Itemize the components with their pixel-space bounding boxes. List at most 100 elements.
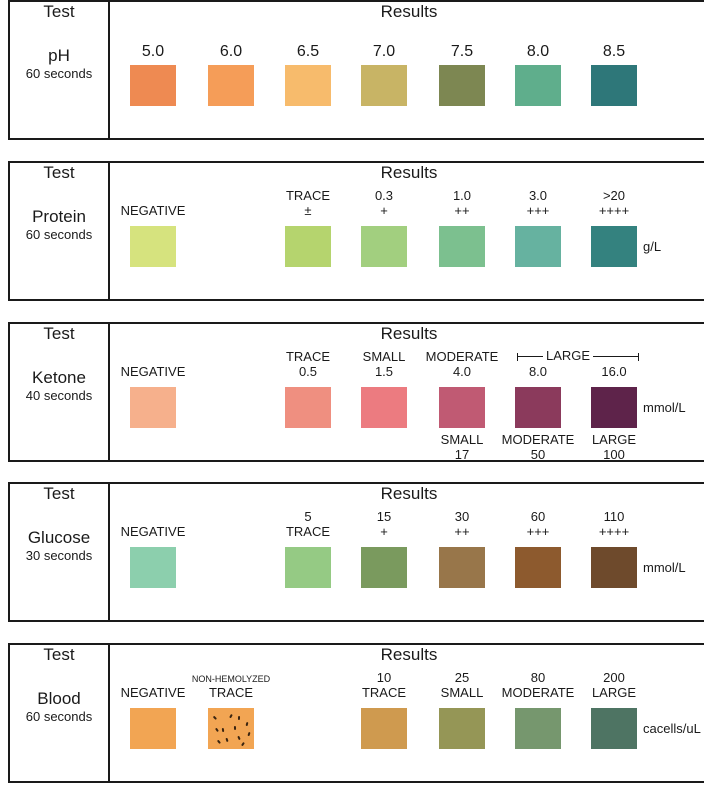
swatch-label: 7.5 bbox=[450, 43, 474, 60]
swatch-sub-label: 17 bbox=[454, 447, 470, 462]
hemolysis-speck bbox=[233, 725, 236, 731]
results-column-header: Results bbox=[380, 324, 438, 343]
panel-divider bbox=[108, 2, 110, 138]
color-swatch bbox=[515, 226, 561, 267]
test-column-header: Test bbox=[43, 324, 75, 343]
swatch-label: 200 bbox=[603, 670, 625, 685]
color-swatch bbox=[591, 708, 637, 749]
color-swatch bbox=[361, 226, 407, 267]
swatch-label: ++++ bbox=[598, 524, 630, 539]
test-column-header: Test bbox=[43, 2, 75, 21]
test-column-header: Test bbox=[43, 645, 75, 664]
hemolysis-speck bbox=[237, 735, 241, 741]
large-range-bracket: LARGE bbox=[517, 348, 639, 363]
color-swatch bbox=[515, 65, 561, 106]
swatch-label: 7.0 bbox=[372, 43, 396, 60]
hemolysis-speck bbox=[241, 741, 245, 747]
hemolysis-speck bbox=[245, 721, 248, 727]
color-swatch bbox=[285, 387, 331, 428]
test-name-label: Protein bbox=[32, 207, 86, 226]
color-swatch bbox=[285, 226, 331, 267]
swatch-label: 25 bbox=[454, 670, 470, 685]
bracket-cap bbox=[638, 353, 639, 361]
hemolysis-speck bbox=[216, 739, 221, 745]
color-swatch bbox=[130, 547, 176, 588]
panel-divider bbox=[108, 324, 110, 460]
results-column-header: Results bbox=[380, 2, 438, 21]
test-name: Glucose 30 seconds bbox=[10, 528, 108, 564]
swatch-label: + bbox=[380, 524, 388, 539]
swatch-label: +++ bbox=[526, 524, 550, 539]
panel-divider bbox=[108, 645, 110, 781]
swatch-label: TRACE bbox=[208, 685, 254, 700]
test-name: pH 60 seconds bbox=[10, 46, 108, 82]
swatch-label: + bbox=[380, 203, 388, 218]
test-panel-ketone: Test Results Ketone 40 seconds NEGATIVE TRACE… bbox=[8, 322, 704, 462]
test-column-header: Test bbox=[43, 163, 75, 182]
color-swatch bbox=[361, 708, 407, 749]
unit-label: cacells/uL bbox=[643, 721, 701, 736]
color-swatch bbox=[285, 547, 331, 588]
color-swatch bbox=[439, 226, 485, 267]
test-name: Protein 60 seconds bbox=[10, 207, 108, 243]
swatch-label: 5.0 bbox=[141, 43, 165, 60]
swatch-sub-label: 100 bbox=[603, 447, 625, 462]
panel-divider bbox=[108, 484, 110, 620]
swatch-label: 6.5 bbox=[296, 43, 320, 60]
swatch-label: 80 bbox=[530, 670, 546, 685]
swatch-sub-label: SMALL bbox=[440, 432, 484, 447]
swatch-label: 8.0 bbox=[526, 43, 550, 60]
unit-label: mmol/L bbox=[643, 560, 686, 575]
hemolysis-speck bbox=[225, 737, 229, 743]
swatch-label: 3.0 bbox=[528, 188, 548, 203]
swatch-label: 0.3 bbox=[374, 188, 394, 203]
color-swatch bbox=[439, 65, 485, 106]
swatch-label: NEGATIVE bbox=[120, 685, 186, 700]
hemolysis-speck bbox=[237, 715, 240, 721]
test-name: Blood 60 seconds bbox=[10, 689, 108, 725]
swatch-label: SMALL bbox=[440, 685, 484, 700]
hemolysis-speck bbox=[247, 731, 251, 737]
color-swatch bbox=[361, 547, 407, 588]
swatch-label: NEGATIVE bbox=[120, 524, 186, 539]
test-panel-ph: Test Results pH 60 seconds 5.0 6.0 6.5 7.0 7.5 8.… bbox=[8, 0, 704, 140]
test-name-label: Glucose bbox=[27, 528, 91, 547]
swatch-label: ++ bbox=[454, 203, 470, 218]
test-column-header: Test bbox=[43, 484, 75, 503]
bracket-label: LARGE bbox=[543, 348, 594, 363]
color-swatch bbox=[591, 65, 637, 106]
color-swatch bbox=[130, 226, 176, 267]
swatch-label: 1.5 bbox=[374, 364, 394, 379]
unit-label: mmol/L bbox=[643, 400, 686, 415]
color-swatch bbox=[285, 65, 331, 106]
color-swatch bbox=[130, 387, 176, 428]
swatch-label: MODERATE bbox=[501, 685, 575, 700]
swatch-label: LARGE bbox=[591, 685, 637, 700]
test-panel-blood: Test Results Blood 60 seconds NEGATIVE NON-HE… bbox=[8, 643, 704, 783]
color-swatch bbox=[515, 387, 561, 428]
color-swatch bbox=[361, 65, 407, 106]
swatch-label: NEGATIVE bbox=[120, 203, 186, 218]
color-swatch bbox=[515, 547, 561, 588]
swatch-label: MODERATE bbox=[425, 349, 499, 364]
swatch-label: TRACE bbox=[285, 188, 331, 203]
color-swatch bbox=[591, 226, 637, 267]
results-column-header: Results bbox=[380, 163, 438, 182]
swatch-label: ++ bbox=[454, 524, 470, 539]
color-swatch bbox=[439, 708, 485, 749]
color-swatch bbox=[515, 708, 561, 749]
test-duration: 60 seconds bbox=[25, 66, 93, 81]
bracket-cap bbox=[517, 353, 518, 361]
swatch-label: TRACE bbox=[285, 524, 331, 539]
swatch-label: 16.0 bbox=[601, 364, 627, 379]
results-column-header: Results bbox=[380, 645, 438, 664]
swatch-label: TRACE bbox=[285, 349, 331, 364]
swatch-label: NON-HEMOLYZED bbox=[191, 674, 271, 684]
swatch-label: 15 bbox=[376, 509, 392, 524]
color-swatch bbox=[208, 65, 254, 106]
panel-divider bbox=[108, 163, 110, 299]
swatch-label: 30 bbox=[454, 509, 470, 524]
swatch-label: >20 bbox=[602, 188, 626, 203]
test-duration: 40 seconds bbox=[25, 388, 93, 403]
test-duration: 30 seconds bbox=[25, 548, 93, 563]
